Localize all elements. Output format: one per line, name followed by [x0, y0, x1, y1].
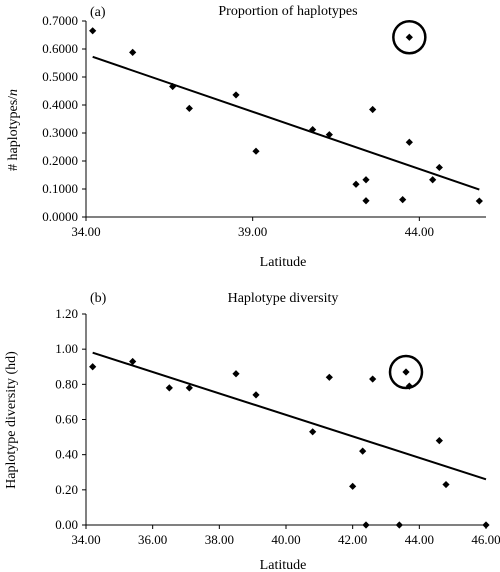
panel-b-highlight-circle: [388, 354, 424, 390]
panel-b-data-point: [349, 482, 357, 490]
panel-b-y-tick-label: 0.20: [55, 482, 78, 497]
panel-b-y-tick-label: 0.40: [55, 447, 78, 462]
panel-b-data-point: [325, 373, 333, 381]
panel-a-label: (a): [90, 5, 106, 20]
panel-a-data-point: [429, 176, 437, 184]
panel-a-data-point: [362, 176, 370, 184]
panel-a-y-tick-label: 0.4000: [42, 97, 78, 112]
panel-b-y-tick-label: 0.60: [55, 412, 78, 427]
panel-b-data-point: [309, 428, 317, 436]
panel-a-trend-line: [92, 55, 480, 191]
panel-b-y-tick-label: 1.20: [55, 306, 78, 321]
panel-b-haplotype-diversity: (b) Haplotype diversity Latitude Haploty…: [4, 291, 500, 572]
panel-b-data-point: [435, 437, 443, 445]
panel-a-y-tick-label: 0.1000: [42, 181, 78, 196]
panel-b-x-tick-label: 34.00: [71, 532, 100, 547]
panel-a-y-axis-label: # haplotypes/n: [6, 89, 21, 171]
panel-a-data-point: [435, 163, 443, 172]
panel-a-x-axis-label: Latitude: [260, 255, 307, 270]
panel-a-y-tick-label: 0.3000: [42, 125, 78, 140]
panel-b-x-axis-label: Latitude: [260, 558, 307, 572]
panel-b-x-tick-label: 36.00: [138, 532, 167, 547]
panel-b-plot-area: 0.00 0.20 0.40 0.60 0.80 1.00 1.20 34.00 36.00 38…: [55, 306, 500, 547]
panel-a-data-point: [169, 82, 177, 91]
panel-a-y-axis-label-n: n: [6, 89, 21, 96]
panel-a-y-tick-label: 0.6000: [42, 41, 78, 56]
panel-a-y-tick-label: 0.2000: [42, 153, 78, 168]
panel-a-x-tick-label: 34.00: [71, 224, 100, 239]
panel-a-data-point: [369, 105, 377, 114]
panel-a-data-point: [309, 126, 317, 134]
panel-b-y-tick-label: 1.00: [55, 341, 78, 356]
panel-b-x-tick-label: 38.00: [205, 532, 234, 547]
panel-a-data-point: [475, 197, 483, 205]
panel-b-x-tick-label: 44.00: [405, 532, 434, 547]
panel-b-x-tick-label: 40.00: [271, 532, 300, 547]
panel-a-data-point: [352, 180, 360, 188]
panel-b-trend-line: [92, 351, 487, 481]
panel-a-title: Proportion of haplotypes: [218, 4, 357, 19]
panel-a-data-point: [405, 138, 413, 146]
panel-b-data-point: [482, 521, 490, 529]
panel-b-data-point: [89, 363, 97, 371]
panel-b-data-point: [232, 370, 240, 378]
panel-a-data-point: [89, 27, 97, 35]
panel-a-proportion-of-haplotypes: (a) Proportion of haplotypes Latitude # …: [6, 4, 486, 270]
panel-b-y-tick-label: 0.80: [55, 376, 78, 391]
panel-b-title: Haplotype diversity: [228, 291, 339, 306]
panel-b-x-tick-label: 42.00: [338, 532, 367, 547]
panel-a-data-point: [185, 104, 193, 112]
panel-b-data-point: [129, 357, 137, 366]
panel-b-y-tick-label: 0.00: [55, 517, 78, 532]
panel-b-label: (b): [90, 291, 107, 306]
panel-b-data-point: [395, 521, 403, 529]
panel-b-data-point: [402, 368, 410, 376]
panel-a-y-axis-label-text: # haplotypes/: [6, 96, 21, 171]
panel-b-data-point: [165, 384, 173, 392]
panel-a-data-point: [129, 48, 137, 56]
panel-a-plot-area: 0.0000 0.1000 0.2000 0.3000 0.4000 0.5000 0.60…: [42, 13, 486, 239]
panel-a-y-tick-label: 0.7000: [42, 13, 78, 28]
panel-a-x-tick-label: 39.00: [238, 224, 267, 239]
panel-a-data-point: [232, 91, 240, 99]
panel-b-x-tick-label: 46.00: [471, 532, 500, 547]
panel-a-data-point: [325, 131, 333, 139]
panel-b-data-point: [369, 375, 377, 383]
panel-a-highlight-circle: [392, 19, 427, 55]
panel-b-y-axis-label: Haplotype diversity (hd): [4, 351, 19, 489]
panel-b-data-point: [362, 521, 370, 529]
panel-a-x-tick-label: 44.00: [405, 224, 434, 239]
panel-a-y-tick-label: 0.5000: [42, 69, 78, 84]
panel-a-data-point: [399, 196, 407, 204]
panel-a-data-point: [405, 33, 413, 41]
panel-a-data-point: [362, 197, 370, 205]
panel-a-y-tick-label: 0.0000: [42, 209, 78, 224]
panel-a-data-point: [252, 147, 260, 155]
panel-b-data-point: [442, 480, 450, 489]
panel-b-data-point: [359, 447, 367, 455]
panel-b-data-point: [252, 391, 260, 399]
panel-b-data-point: [185, 384, 193, 392]
